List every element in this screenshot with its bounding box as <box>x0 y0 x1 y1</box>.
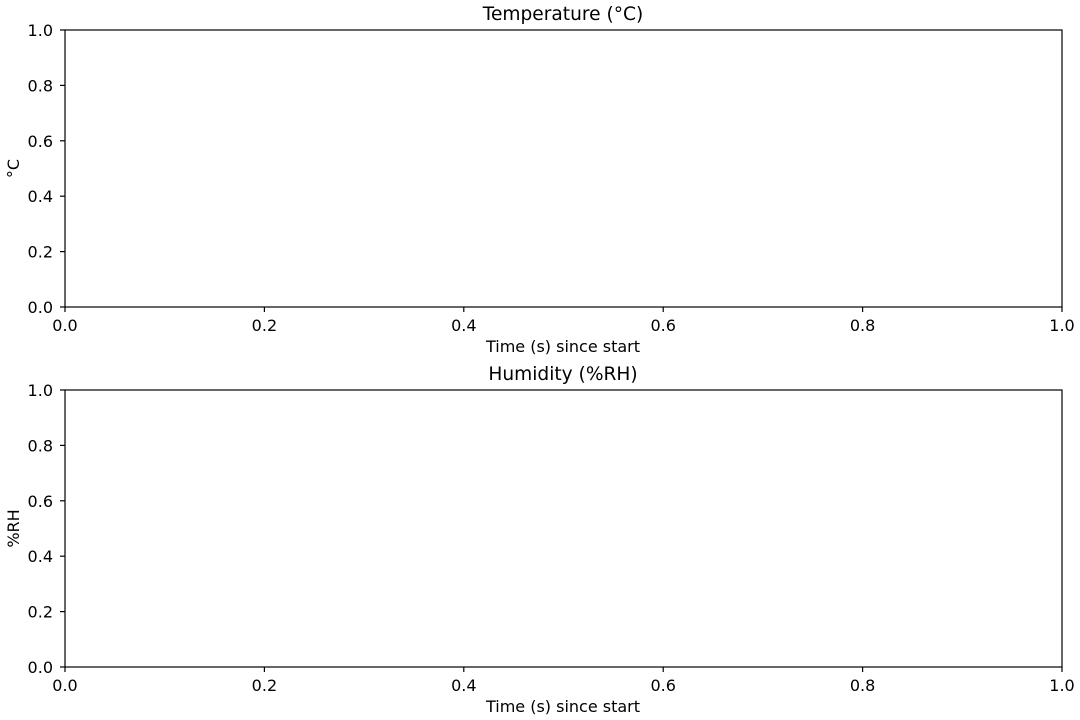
humidity-y-tick-label: 0.0 <box>28 658 53 677</box>
humidity-x-tick-label: 1.0 <box>1049 676 1074 695</box>
humidity-x-axis-label: Time (s) since start <box>485 697 640 716</box>
temperature-x-tick-label: 0.6 <box>650 316 675 335</box>
humidity-y-tick-label: 1.0 <box>28 381 53 400</box>
temperature-plot-area <box>64 29 1063 308</box>
temperature-x-tick-label: 0.4 <box>451 316 476 335</box>
temperature-x-tick-label: 1.0 <box>1049 316 1074 335</box>
temperature-y-tick-label: 0.6 <box>28 132 53 151</box>
humidity-x-tick-label: 0.6 <box>650 676 675 695</box>
humidity-chart-title: Humidity (%RH) <box>488 364 637 385</box>
humidity-y-tick-label: 0.6 <box>28 492 53 511</box>
temperature-y-tick-label: 0.8 <box>28 76 53 95</box>
humidity-ticks: 0.0 0.2 0.4 0.6 0.8 1.0 0.0 0.2 0.4 0.6 0.8 1.0 <box>28 381 1075 695</box>
humidity-panel: Humidity (%RH) 0.0 0.2 0.4 0.6 0.8 1.00.00.20… <box>4 364 1075 716</box>
temperature-y-tick-label: 0.2 <box>28 243 53 262</box>
humidity-y-axis-label: %RH <box>4 509 23 547</box>
temperature-panel: Temperature (°C) 0.0 0.2 0.4 0.6 0.8 1.00.00.… <box>4 4 1075 356</box>
temperature-x-tick-label: 0.0 <box>52 316 77 335</box>
temperature-x-tick-label: 0.8 <box>850 316 875 335</box>
temperature-y-axis-label: °C <box>4 159 23 178</box>
temperature-x-axis-label: Time (s) since start <box>485 337 640 356</box>
temperature-y-tick-label: 0.4 <box>28 187 53 206</box>
temperature-ticks: 0.0 0.2 0.4 0.6 0.8 1.0 0.0 0.2 0.4 0.6 0.8 1.0 <box>28 21 1075 335</box>
temperature-chart-title: Temperature (°C) <box>482 4 643 25</box>
humidity-y-tick-label: 0.2 <box>28 603 53 622</box>
temperature-y-tick-label: 0.0 <box>28 298 53 317</box>
humidity-x-tick-label: 0.8 <box>850 676 875 695</box>
humidity-y-tick-label: 0.8 <box>28 436 53 455</box>
humidity-y-tick-label: 0.4 <box>28 547 53 566</box>
humidity-x-tick-label: 0.2 <box>252 676 277 695</box>
humidity-x-tick-label: 0.4 <box>451 676 476 695</box>
temperature-y-tick-label: 1.0 <box>28 21 53 40</box>
humidity-x-tick-label: 0.0 <box>52 676 77 695</box>
temperature-x-tick-label: 0.2 <box>252 316 277 335</box>
humidity-plot-area <box>64 389 1063 668</box>
